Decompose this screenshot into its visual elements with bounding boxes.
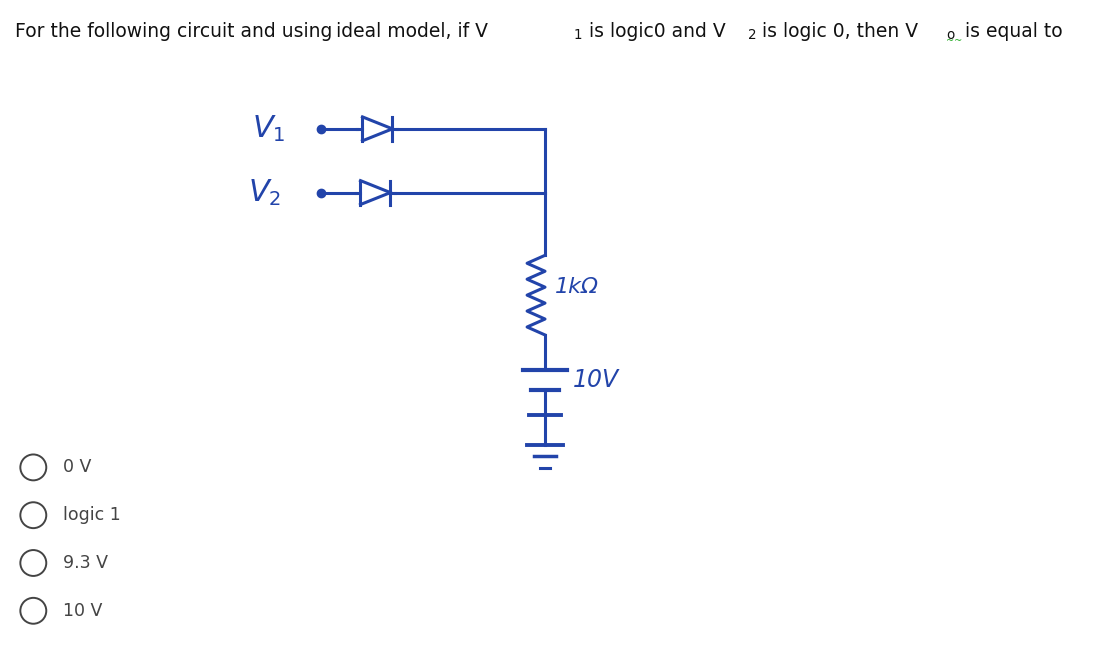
Text: 2: 2 xyxy=(269,190,281,209)
Text: logic 1: logic 1 xyxy=(63,506,121,524)
Text: is logic 0, then V: is logic 0, then V xyxy=(756,22,919,41)
Text: o: o xyxy=(946,28,954,42)
Text: 1: 1 xyxy=(272,126,285,145)
Text: 10V: 10V xyxy=(573,367,619,392)
Text: V: V xyxy=(252,115,274,143)
Text: 1: 1 xyxy=(574,28,583,42)
Text: V: V xyxy=(249,178,269,207)
Text: 0 V: 0 V xyxy=(63,458,91,476)
Text: is logic0 and V: is logic0 and V xyxy=(583,22,726,41)
Text: ~~: ~~ xyxy=(946,36,962,47)
Text: 9.3 V: 9.3 V xyxy=(63,554,108,572)
Text: 10 V: 10 V xyxy=(63,602,102,620)
Text: is equal to: is equal to xyxy=(959,22,1063,41)
Text: 2: 2 xyxy=(747,28,756,42)
Text: 1kΩ: 1kΩ xyxy=(555,277,599,297)
Text: For the following circuit and using ideal model, if V: For the following circuit and using idea… xyxy=(16,22,488,41)
